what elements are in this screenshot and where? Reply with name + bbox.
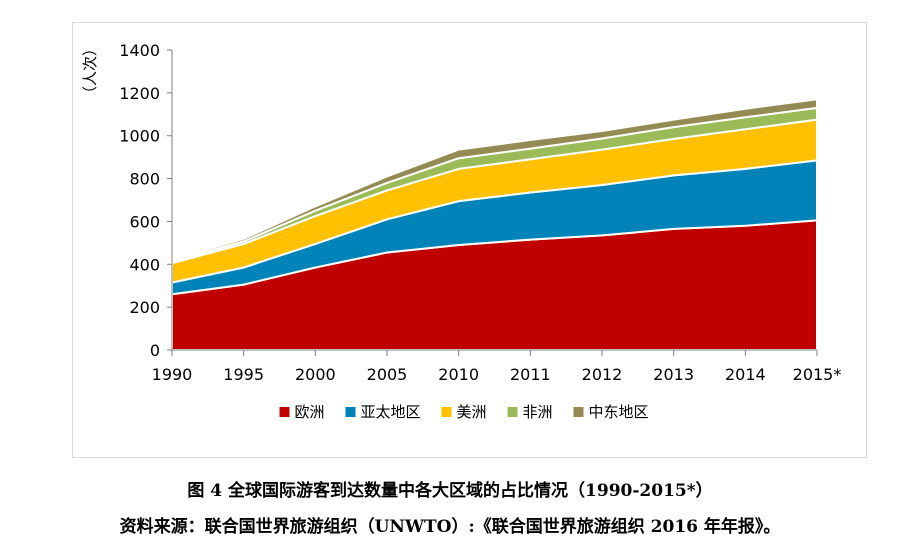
legend-swatch-0 <box>279 407 290 417</box>
x-tick-label: 2011 <box>510 365 551 384</box>
y-tick-label: 800 <box>129 170 160 189</box>
figure-caption: 图 4 全球国际游客到达数量中各大区域的占比情况（1990-2015*） <box>187 481 713 501</box>
x-tick-label: 2013 <box>653 365 694 384</box>
legend-swatch-3 <box>507 407 518 417</box>
source-note: 资料来源：联合国世界旅游组织（UNWTO）:《联合国世界旅游组织 2016 年年… <box>119 517 781 537</box>
x-tick-labels: 1990 1995 2000 2005 2010 2011 2012 2013 2014 2015… <box>152 365 842 384</box>
area-layer <box>171 98 818 351</box>
axes <box>167 49 818 356</box>
legend-swatch-4 <box>573 407 584 417</box>
y-tick-label: 200 <box>129 298 160 317</box>
stacked-area-chart: 0 200 400 600 800 1000 1200 1400 1990 1995 2000 20… <box>81 41 842 421</box>
y-axis-label: （人次） <box>81 41 99 101</box>
x-tick-label: 1995 <box>223 365 264 384</box>
y-tick-label: 0 <box>150 341 160 360</box>
chart-frame: 0 200 400 600 800 1000 1200 1400 1990 1995 2000 20… <box>72 22 867 458</box>
legend-label-2: 美洲 <box>457 403 487 421</box>
y-tick-label: 1400 <box>119 41 160 60</box>
legend: 欧洲 亚太地区 美洲 非洲 中东地区 <box>279 403 649 421</box>
legend-label-0: 欧洲 <box>295 403 325 421</box>
legend-label-3: 非洲 <box>523 403 553 421</box>
x-tick-label: 2010 <box>438 365 479 384</box>
legend-swatch-1 <box>345 407 356 417</box>
x-tick-label: 1990 <box>152 365 193 384</box>
y-tick-label: 600 <box>129 212 160 231</box>
y-tick-label: 1000 <box>119 127 160 146</box>
area-series-4 <box>171 98 818 263</box>
legend-label-4: 中东地区 <box>589 403 649 421</box>
x-tick-label: 2005 <box>367 365 408 384</box>
x-tick-label: 2012 <box>582 365 623 384</box>
x-tick-label: 2014 <box>725 365 766 384</box>
x-tick-label: 2015* <box>793 365 842 384</box>
y-tick-label: 400 <box>129 255 160 274</box>
y-tick-label: 1200 <box>119 84 160 103</box>
legend-swatch-2 <box>441 407 452 417</box>
legend-label-1: 亚太地区 <box>361 403 421 421</box>
x-tick-label: 2000 <box>295 365 336 384</box>
y-tick-labels: 0 200 400 600 800 1000 1200 1400 <box>119 41 160 360</box>
